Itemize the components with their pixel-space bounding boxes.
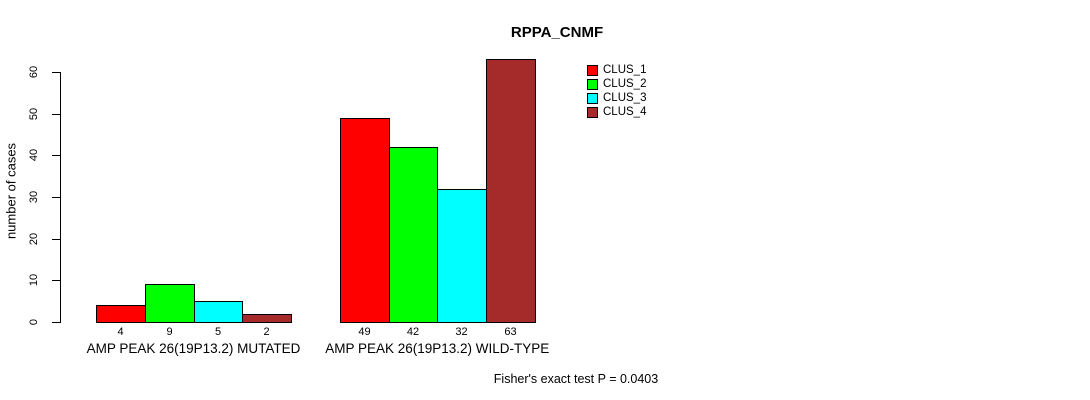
y-tick bbox=[52, 72, 60, 73]
y-tick-label: 20 bbox=[28, 232, 40, 246]
bar-value-label: 42 bbox=[406, 326, 420, 338]
legend-swatch bbox=[587, 92, 598, 104]
bar-value-label: 4 bbox=[117, 326, 124, 338]
y-tick-label: 0 bbox=[28, 318, 40, 326]
chart-title: RPPA_CNMF bbox=[510, 24, 604, 41]
bar bbox=[486, 59, 536, 323]
y-tick bbox=[52, 197, 60, 198]
category-label: AMP PEAK 26(19P13.2) WILD-TYPE bbox=[325, 341, 550, 356]
y-axis-line bbox=[60, 72, 61, 323]
bar bbox=[340, 118, 390, 323]
legend-item: CLUS_4 bbox=[587, 105, 646, 119]
legend-label: CLUS_3 bbox=[603, 92, 647, 104]
legend-swatch bbox=[587, 78, 598, 90]
legend-swatch bbox=[587, 106, 598, 118]
annotation-text: Fisher's exact test P = 0.0403 bbox=[493, 372, 659, 386]
bar-value-label: 32 bbox=[455, 326, 468, 338]
bar bbox=[437, 189, 487, 323]
bar-value-label: 2 bbox=[263, 326, 270, 338]
bar bbox=[145, 284, 195, 323]
category-label: AMP PEAK 26(19P13.2) MUTATED bbox=[86, 341, 301, 356]
legend-swatch bbox=[587, 64, 598, 76]
legend-item: CLUS_2 bbox=[587, 77, 646, 91]
legend: CLUS_1 CLUS_2 CLUS_3 CLUS_4 bbox=[587, 63, 646, 119]
y-tick bbox=[52, 155, 60, 156]
y-tick bbox=[52, 280, 60, 281]
legend-label: CLUS_1 bbox=[603, 64, 647, 76]
legend-item: CLUS_3 bbox=[587, 91, 646, 105]
bar bbox=[96, 305, 146, 323]
bar-value-label: 9 bbox=[166, 326, 173, 338]
y-tick bbox=[52, 322, 60, 323]
y-tick-label: 10 bbox=[28, 273, 40, 287]
bar-value-label: 63 bbox=[504, 326, 517, 338]
y-axis-label: number of cases bbox=[3, 142, 19, 240]
y-tick-label: 50 bbox=[28, 107, 40, 121]
bar bbox=[194, 301, 243, 323]
bar bbox=[242, 314, 292, 323]
y-tick-label: 30 bbox=[28, 190, 40, 204]
y-tick-label: 40 bbox=[28, 148, 40, 162]
bar-value-label: 49 bbox=[358, 326, 371, 338]
bar-value-label: 5 bbox=[214, 326, 222, 338]
y-tick bbox=[52, 114, 60, 115]
legend-label: CLUS_2 bbox=[603, 78, 647, 90]
y-tick bbox=[52, 239, 60, 240]
bar bbox=[389, 147, 438, 323]
legend-item: CLUS_1 bbox=[587, 63, 646, 77]
legend-label: CLUS_4 bbox=[603, 106, 647, 118]
y-tick-label: 60 bbox=[28, 65, 40, 79]
